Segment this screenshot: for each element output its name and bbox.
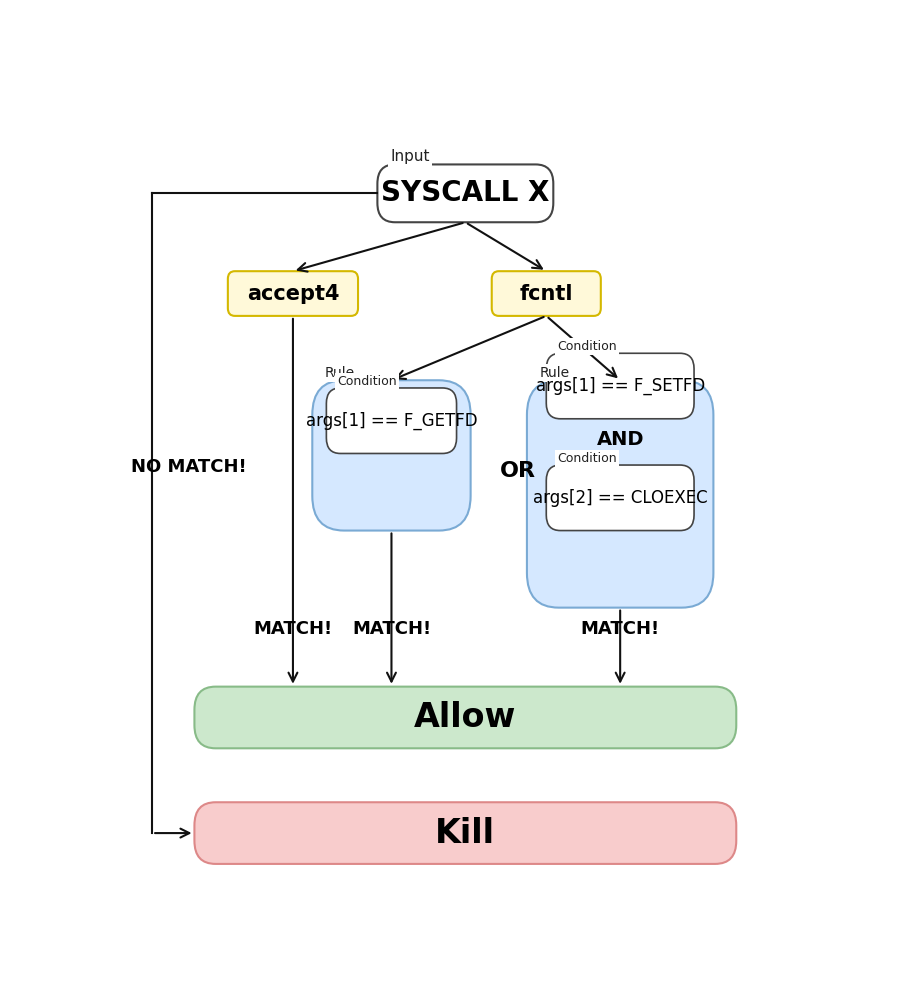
FancyBboxPatch shape: [326, 388, 457, 453]
FancyBboxPatch shape: [547, 353, 694, 418]
FancyBboxPatch shape: [492, 271, 601, 316]
Text: Rule: Rule: [325, 366, 355, 380]
FancyBboxPatch shape: [312, 380, 470, 531]
FancyBboxPatch shape: [194, 802, 736, 864]
Text: Kill: Kill: [435, 817, 496, 850]
Text: Condition: Condition: [557, 340, 617, 353]
Text: Allow: Allow: [414, 701, 517, 734]
Text: Input: Input: [390, 149, 429, 164]
FancyBboxPatch shape: [527, 380, 714, 608]
Text: MATCH!: MATCH!: [253, 620, 332, 638]
Text: Condition: Condition: [557, 452, 617, 465]
Text: args[1] == F_SETFD: args[1] == F_SETFD: [536, 377, 705, 395]
FancyBboxPatch shape: [547, 465, 694, 531]
Text: MATCH!: MATCH!: [352, 620, 431, 638]
Text: fcntl: fcntl: [519, 283, 573, 303]
Text: OR: OR: [500, 460, 536, 480]
Text: Rule: Rule: [539, 366, 569, 380]
Text: SYSCALL X: SYSCALL X: [381, 179, 549, 207]
Text: NO MATCH!: NO MATCH!: [131, 458, 247, 475]
FancyBboxPatch shape: [378, 164, 553, 222]
Text: Condition: Condition: [337, 375, 397, 388]
FancyBboxPatch shape: [194, 687, 736, 749]
FancyBboxPatch shape: [228, 271, 358, 316]
Text: AND: AND: [597, 430, 644, 449]
Text: args[2] == CLOEXEC: args[2] == CLOEXEC: [533, 488, 707, 507]
Text: accept4: accept4: [247, 283, 340, 303]
Text: args[1] == F_GETFD: args[1] == F_GETFD: [306, 411, 478, 429]
Text: MATCH!: MATCH!: [580, 620, 660, 638]
